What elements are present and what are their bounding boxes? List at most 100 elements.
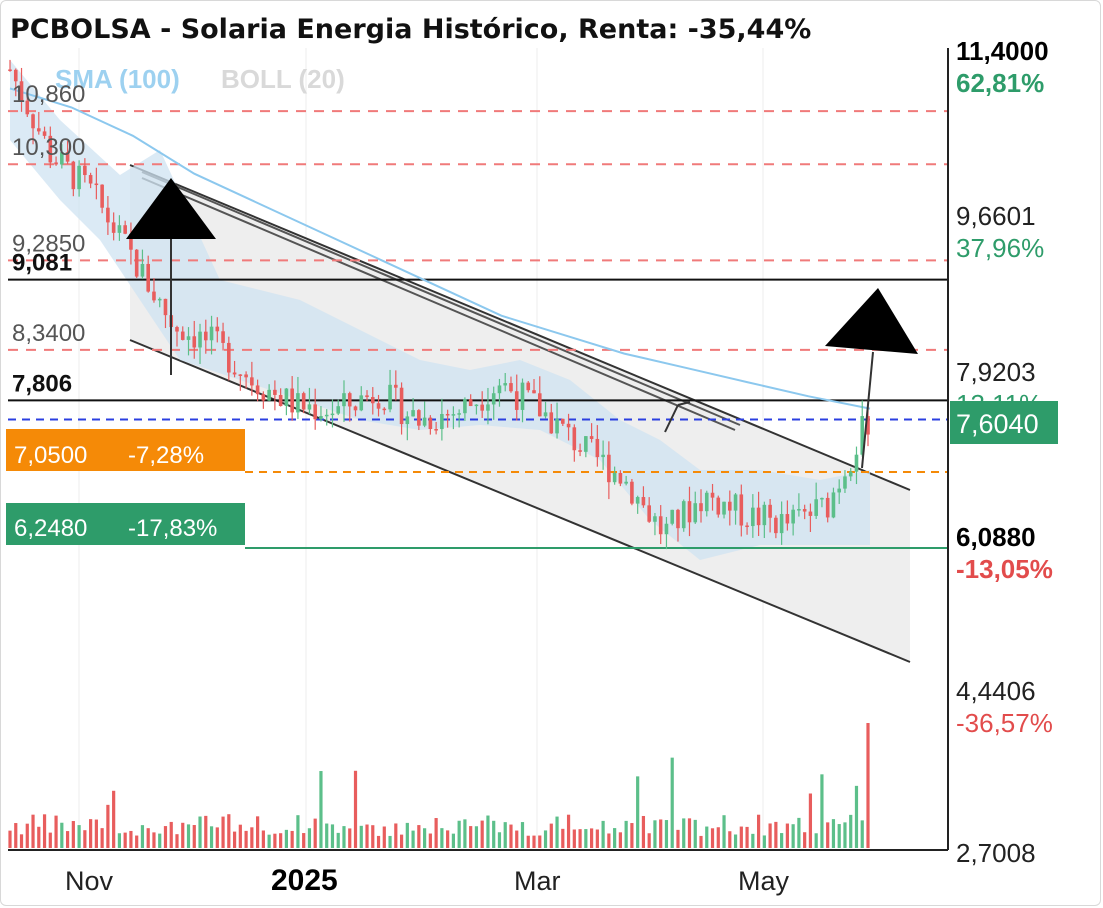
candle-body-9 [60,152,64,165]
candle-body-97 [566,423,571,428]
candle-body-140 [814,499,818,516]
legend-sma[interactable]: SMA (100) [55,64,180,94]
volume-bar-6 [42,814,47,848]
volume-bars [8,723,870,848]
candle-body-24 [146,263,151,292]
candle-body-54 [319,416,323,420]
candle-body-37 [221,331,225,343]
candle-body-46 [273,389,277,395]
candle-body-84 [491,393,496,405]
green-tag-pct: -17,83% [128,515,217,542]
volume-bar-89 [520,822,525,848]
candle-body-128 [745,525,749,528]
candle-body-36 [215,326,220,332]
volume-bar-74 [434,818,438,848]
volume-bar-41 [244,830,248,848]
candle-body-44 [261,394,266,401]
volume-bar-142 [826,822,830,848]
candle-body-118 [687,501,692,523]
candle-body-12 [77,165,81,190]
boll-fill [10,60,870,560]
volume-bar-57 [336,832,340,848]
volume-bar-110 [641,815,646,848]
candle-body-122 [710,492,715,498]
candle-body-91 [532,390,536,394]
volume-bar-52 [307,828,312,848]
candle-body-88 [514,391,519,410]
volume-bar-108 [630,823,634,848]
candle-body-125 [727,501,732,511]
legend-boll[interactable]: BOLL (20) [221,64,345,94]
volume-bar-46 [273,833,277,848]
candle-body-138 [802,509,807,512]
candle-body-14 [88,175,93,184]
candle-body-110 [641,497,646,506]
candle-body-20 [123,225,127,234]
volume-bar-81 [474,826,479,848]
volume-bar-129 [751,833,755,848]
volume-bar-33 [198,816,202,848]
volume-bar-50 [296,815,300,848]
volume-bar-58 [342,826,346,848]
candle-body-103 [601,454,605,458]
volume-bar-119 [693,819,697,848]
candle-body-112 [653,516,657,522]
volume-bar-39 [232,831,237,848]
volume-bar-61 [359,825,363,848]
arrow-head-right [825,288,918,354]
volume-bar-149 [866,723,870,848]
candle-body-29 [175,327,179,332]
candle-body-86 [503,383,508,386]
volume-bar-98 [572,829,576,848]
volume-bar-116 [676,829,680,848]
volume-bar-27 [163,826,168,848]
green-tag-price: 6,2480 [14,515,87,542]
candle-body-51 [301,393,306,410]
arrow-head-left [126,178,216,239]
candle-body-129 [751,507,755,527]
pivot-mark-b [677,401,691,406]
axis-price-3: 6,0880 [956,522,1036,552]
volume-bar-125 [728,831,732,848]
price-levels [8,110,948,550]
candle-body-66 [388,384,392,410]
candle-body-117 [681,501,686,529]
candle-body-48 [284,388,289,407]
volume-bar-124 [722,815,726,848]
candle-body-131 [762,504,767,526]
volume-bar-121 [705,826,709,848]
candle-body-33 [198,331,202,348]
candle-body-27 [163,298,168,316]
volume-bar-38 [227,814,231,848]
candle-body-92 [537,393,542,417]
candle-body-58 [342,393,346,407]
candle-body-65 [382,408,387,411]
volume-bar-34 [204,815,208,848]
volume-bar-21 [129,830,133,848]
volume-bar-18 [112,790,116,848]
candle-body-69 [405,416,410,425]
candle-body-145 [843,476,847,489]
trendline-2 [141,177,736,431]
level-label-3: 9,081 [12,250,72,277]
right-axis: 11,400062,81%9,660137,96%7,920313,11%6,0… [956,36,1053,868]
candle-body-143 [831,492,836,518]
volume-bar-86 [503,822,507,848]
volume-bar-5 [37,826,41,848]
volume-bar-130 [756,814,761,848]
volume-bar-132 [768,823,772,848]
candle-body-147 [854,454,859,472]
volume-bar-117 [682,818,686,848]
volume-bar-113 [659,819,663,848]
candle-body-18 [111,222,116,233]
candle-body-19 [117,225,122,233]
volume-bar-147 [854,785,859,848]
volume-bar-120 [699,835,703,848]
candle-body-64 [376,403,381,409]
sma-path [9,87,871,410]
candle-body-30 [180,331,185,340]
orange-tag-pct: -7,28% [128,442,204,469]
candle-body-61 [359,395,364,411]
volume-bar-140 [814,833,818,848]
